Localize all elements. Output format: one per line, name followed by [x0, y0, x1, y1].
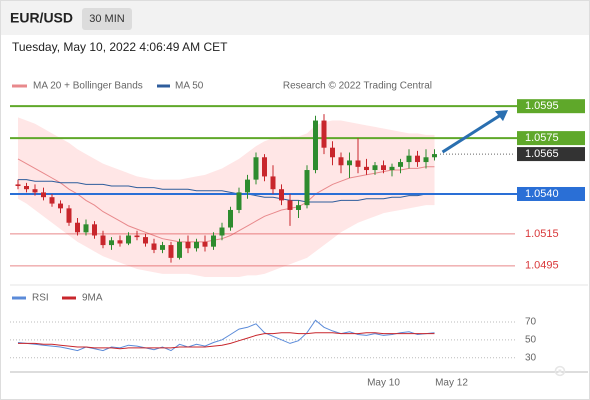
candle-body	[41, 192, 46, 198]
candle-body	[389, 166, 395, 171]
candle-body	[279, 189, 284, 201]
watermark: ⊙	[553, 363, 566, 380]
ma50-line	[18, 179, 435, 203]
y-tick-label: 70	[525, 317, 537, 328]
level-label-box	[517, 131, 585, 146]
candle-body	[355, 160, 361, 167]
candle-body	[117, 240, 123, 244]
candle-body	[202, 241, 208, 247]
candle-body	[126, 235, 131, 244]
level-label: 1.0540	[525, 188, 559, 200]
candle-body	[296, 205, 301, 210]
candle-body	[236, 192, 242, 210]
candle-body	[423, 157, 429, 163]
x-tick-label: May 12	[435, 378, 468, 389]
candle-body	[168, 245, 174, 258]
candle-body	[151, 243, 157, 250]
candle-body	[92, 224, 97, 236]
candle-body	[24, 186, 29, 190]
candle-body	[100, 235, 106, 246]
level-label-box	[517, 147, 585, 162]
candle-body	[160, 245, 165, 250]
candle-body	[134, 235, 140, 238]
forecast-arrowhead	[495, 110, 508, 122]
timestamp: Tuesday, May 10, 2022 4:06:49 AM CET	[12, 40, 228, 54]
candle-body	[177, 241, 182, 258]
indicator-line	[18, 332, 435, 350]
level-label: 1.0595	[525, 100, 559, 112]
level-label: 1.0575	[525, 132, 559, 144]
candle-body	[381, 165, 386, 171]
candle-body	[211, 235, 216, 247]
ma20-line	[17, 158, 435, 243]
y-tick-label: 30	[525, 352, 537, 363]
candle-body	[372, 165, 378, 171]
candle-body	[15, 184, 21, 187]
candle-body	[245, 179, 250, 193]
timeframe[interactable]: 30 MIN	[89, 13, 125, 25]
candle-body	[415, 155, 420, 163]
legend-label: MA 20 + Bollinger Bands	[33, 81, 143, 92]
candle-body	[338, 157, 344, 166]
candle-body	[32, 189, 38, 193]
candle-body	[253, 157, 259, 180]
candle-body	[287, 200, 293, 210]
candle-body	[219, 227, 225, 236]
candle-body	[262, 157, 267, 177]
candle-body	[66, 208, 72, 223]
level-label-box	[517, 99, 585, 114]
level-label: 1.0515	[525, 228, 559, 240]
candle-body	[398, 162, 403, 167]
candle-body	[143, 237, 148, 244]
candle-body	[432, 154, 437, 158]
candle-body	[58, 203, 63, 209]
forecast-arrow	[441, 112, 503, 154]
symbol: EUR/USD	[10, 10, 73, 26]
candle-body	[304, 170, 310, 206]
level-label-box	[517, 186, 585, 201]
candle-body	[228, 209, 233, 228]
level-label: 1.0495	[525, 260, 559, 272]
candle-body	[321, 120, 327, 148]
level-label: 1.0565	[525, 148, 559, 160]
candle-body	[313, 120, 318, 171]
timeframe-button[interactable]	[82, 8, 132, 30]
candle-body	[75, 222, 80, 233]
candle-body	[49, 197, 55, 204]
x-tick-label: May 10	[367, 378, 400, 389]
candle-body	[194, 241, 199, 249]
candle-body	[109, 240, 114, 246]
source: Research © 2022 Trading Central	[283, 81, 432, 92]
candle-body	[406, 155, 412, 163]
candle-body	[270, 176, 276, 190]
legend-label: 9MA	[82, 293, 103, 304]
legend-label: MA 50	[175, 81, 204, 92]
candle-body	[347, 160, 352, 166]
y-tick-label: 50	[525, 334, 537, 345]
candle-body	[83, 224, 89, 233]
candle-body	[185, 241, 191, 249]
candle-body	[330, 147, 335, 158]
bollinger-band	[18, 117, 435, 278]
candle-body	[364, 166, 369, 171]
legend-label: RSI	[32, 293, 49, 304]
